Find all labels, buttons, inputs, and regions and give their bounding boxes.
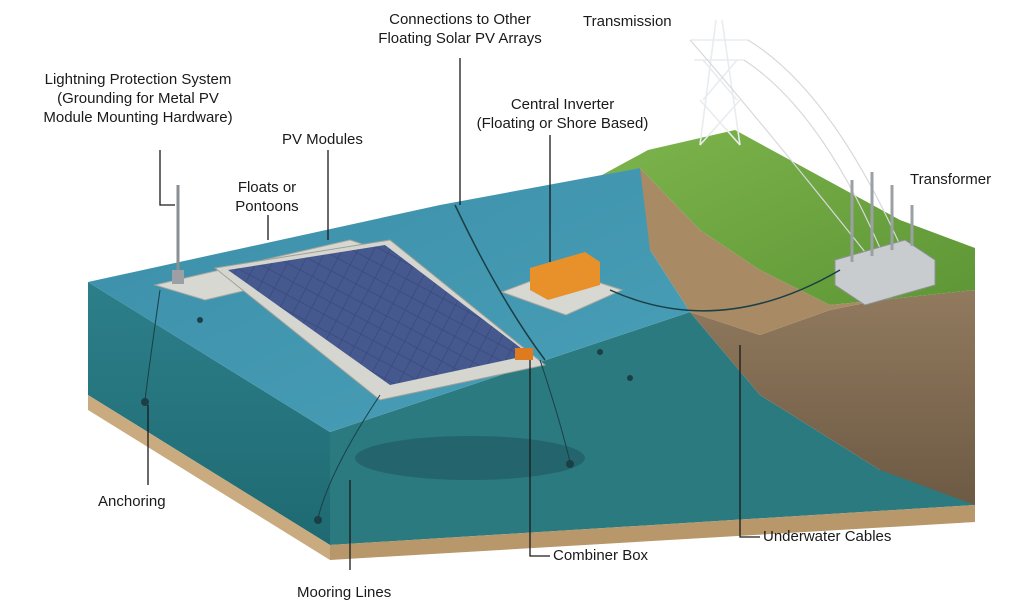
label-mooring-lines: Mooring Lines bbox=[297, 583, 391, 602]
underwater-cables bbox=[454, 204, 841, 361]
label-combiner-box-text: Combiner Box bbox=[553, 547, 649, 564]
label-connections-line2: Floating Solar PV Arrays bbox=[378, 30, 542, 47]
transformer bbox=[834, 172, 936, 306]
lightning-mast bbox=[172, 185, 184, 284]
river-bank bbox=[602, 168, 880, 335]
label-inverter-line1: Central Inverter bbox=[510, 96, 615, 113]
water-side-left bbox=[88, 282, 330, 545]
label-mooring-lines-text: Mooring Lines bbox=[297, 584, 392, 601]
label-connections: Connections to Other Floating Solar PV A… bbox=[360, 10, 560, 48]
label-underwater-cables-text: Underwater Cables bbox=[763, 528, 892, 545]
label-transmission-text: Transmission bbox=[583, 13, 672, 30]
label-combiner-box: Combiner Box bbox=[553, 546, 648, 565]
label-connections-line1: Connections to Other bbox=[389, 11, 531, 28]
label-transformer: Transformer bbox=[910, 170, 991, 189]
label-pv-modules: PV Modules bbox=[282, 130, 363, 149]
label-central-inverter: Central Inverter (Floating or Shore Base… bbox=[455, 95, 670, 133]
combiner-box-shape bbox=[515, 348, 533, 360]
label-floats-line2: Pontoons bbox=[235, 198, 299, 215]
label-floats-line1: Floats or bbox=[237, 179, 297, 196]
anchors bbox=[141, 317, 633, 524]
label-underwater-cables: Underwater Cables bbox=[763, 527, 891, 546]
power-lines bbox=[689, 39, 901, 253]
label-pv-modules-text: PV Modules bbox=[282, 131, 363, 148]
label-inverter-line2: (Floating or Shore Based) bbox=[476, 115, 649, 132]
callout-lines bbox=[147, 58, 760, 570]
pv-array bbox=[153, 239, 547, 401]
mooring-lines bbox=[144, 289, 571, 519]
label-transformer-text: Transformer bbox=[910, 171, 992, 188]
bottom-layer-front bbox=[330, 505, 975, 560]
label-transmission: Transmission bbox=[583, 12, 672, 31]
label-lightning-protection: Lightning Protection System (Grounding f… bbox=[18, 70, 258, 127]
soil-section bbox=[690, 290, 975, 505]
label-floats: Floats or Pontoons bbox=[222, 178, 312, 216]
label-anchoring: Anchoring bbox=[98, 492, 166, 511]
label-lightning-line1: Lightning Protection System bbox=[44, 71, 232, 88]
array-shadow bbox=[355, 436, 585, 480]
label-lightning-line2: (Grounding for Metal PV bbox=[57, 90, 219, 107]
water-side-front bbox=[330, 312, 975, 545]
inverter-platform bbox=[500, 252, 624, 316]
transmission-tower bbox=[690, 19, 748, 146]
label-lightning-line3: Module Mounting Hardware) bbox=[43, 109, 233, 126]
label-anchoring-text: Anchoring bbox=[98, 493, 166, 510]
